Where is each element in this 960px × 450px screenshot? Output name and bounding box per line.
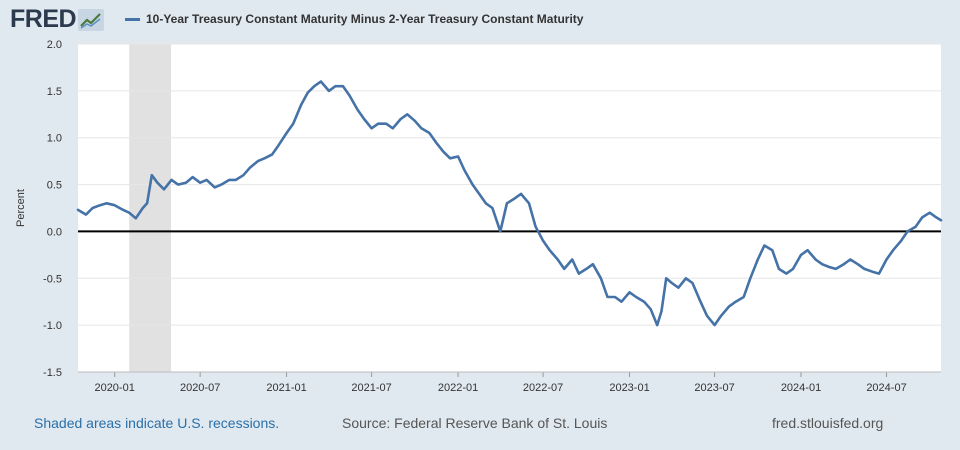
x-tick-label: 2021-01 [266,382,306,394]
legend-label: 10-Year Treasury Constant Maturity Minus… [146,12,584,26]
x-tick-label: 2024-07 [866,382,906,394]
chart-line-icon [78,9,105,31]
y-tick-label: -1.5 [43,367,62,379]
y-axis-label: Percent [15,189,27,227]
y-tick-label: 0.5 [47,180,62,192]
legend-swatch [125,17,140,21]
site-url[interactable]: fred.stlouisfed.org [772,415,884,431]
y-tick-label: 0.0 [47,226,62,238]
x-tick-label: 2020-01 [94,382,134,394]
chart-legend[interactable]: 10-Year Treasury Constant Maturity Minus… [125,10,583,28]
source-text: Source: Federal Reserve Bank of St. Loui… [342,415,608,431]
fred-logo[interactable]: FRED [10,4,105,34]
recession-note[interactable]: Shaded areas indicate U.S. recessions. [34,415,280,431]
y-tick-label: 1.5 [47,86,62,98]
y-tick-label: -1.0 [43,320,62,332]
recession-shade [129,44,172,372]
x-tick-label: 2023-07 [694,382,734,394]
series-line [76,80,943,327]
plot-area [78,44,941,372]
fred-logo-text: FRED [10,5,77,33]
x-tick-label: 2022-07 [523,382,563,394]
x-tick-label: 2020-07 [180,382,220,394]
x-tick-label: 2023-01 [609,382,649,394]
y-tick-label: -0.5 [43,273,62,285]
line-chart[interactable]: -1.5 -1.0 -0.5 0.0 0.5 1.0 1.5 2.0 2020-01 2020-0… [0,38,960,408]
x-tick-label: 2024-01 [781,382,821,394]
y-tick-label: 2.0 [47,39,62,51]
x-tick-label: 2021-07 [351,382,391,394]
chart-header: FRED 10-Year Treasury Constant Maturity … [0,0,960,40]
x-tick-label: 2022-01 [438,382,478,394]
y-tick-label: 1.0 [47,133,62,145]
